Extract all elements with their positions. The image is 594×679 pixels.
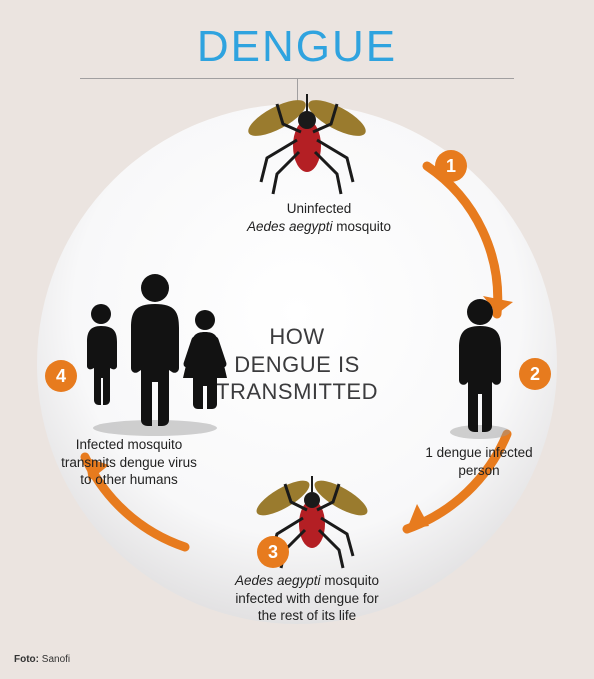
page-title: DENGUE: [0, 0, 594, 72]
step-badge-2: 2: [519, 358, 551, 390]
caption-step-2: 1 dengue infected person: [409, 444, 549, 479]
foto-label: Foto:: [14, 654, 39, 665]
single-person-icon: [435, 294, 525, 444]
step-number: 2: [530, 364, 540, 385]
step-badge-4: 4: [45, 360, 77, 392]
center-line3: TRANSMITTED: [216, 379, 378, 404]
cycle-sphere: HOW DENGUE IS TRANSMITTED: [37, 104, 557, 624]
center-label: HOW DENGUE IS TRANSMITTED: [216, 323, 378, 406]
caption-step-1: Uninfected Aedes aegypti mosquito: [229, 200, 409, 235]
photo-credit: Foto: Sanofi: [14, 654, 70, 665]
foto-value: Sanofi: [42, 654, 70, 665]
center-line2: DENGUE IS: [234, 351, 360, 376]
step-number: 1: [446, 156, 456, 177]
center-line1: HOW: [269, 324, 324, 349]
step-number: 3: [268, 542, 278, 563]
caption-step-3: Aedes aegypti mosquito infected with den…: [207, 572, 407, 625]
step-badge-1: 1: [435, 150, 467, 182]
mosquito-top-icon: [237, 90, 377, 200]
step-badge-3: 3: [257, 536, 289, 568]
caption-step-4: Infected mosquito transmits dengue virus…: [47, 436, 211, 489]
step-number: 4: [56, 366, 66, 387]
family-icon: [75, 270, 235, 440]
